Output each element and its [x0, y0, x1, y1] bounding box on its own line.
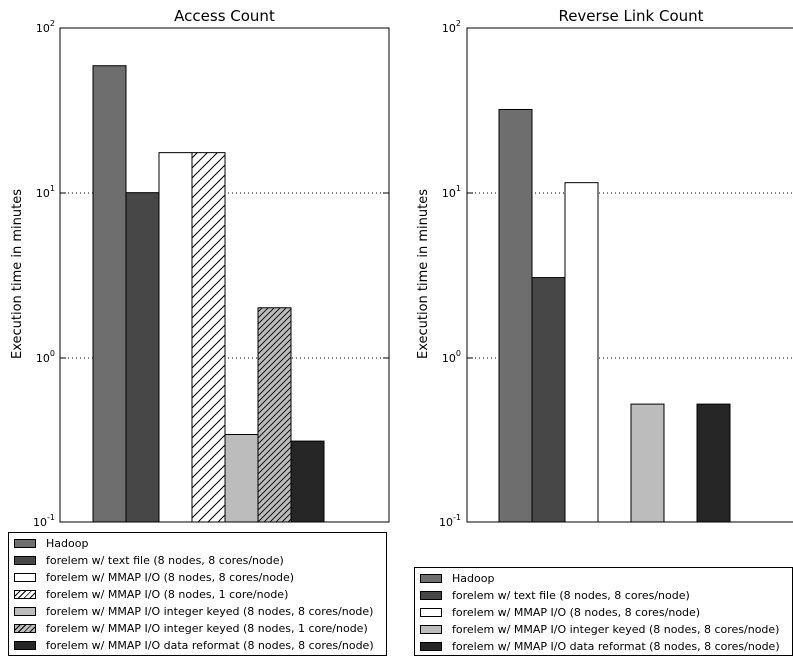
legend-item: forelem w/ MMAP I/O (8 nodes, 8 cores/no… — [14, 571, 294, 584]
legend-item: forelem w/ text file (8 nodes, 8 cores/n… — [420, 589, 690, 602]
legend-label: forelem w/ MMAP I/O integer keyed (8 nod… — [46, 622, 368, 635]
bar-int-keyed — [630, 403, 665, 523]
bar-mmap — [564, 182, 599, 523]
bars — [92, 65, 325, 523]
legend-item: forelem w/ MMAP I/O integer keyed (8 nod… — [14, 622, 368, 635]
legend-item: forelem w/ MMAP I/O (8 nodes, 1 core/nod… — [14, 588, 288, 601]
chart-reverse-link-count: Reverse Link Count Execution time in min… — [416, 7, 793, 529]
tick-label: 10-1 — [33, 513, 55, 529]
legend-swatch — [14, 539, 36, 548]
bar-hadoop — [498, 108, 533, 523]
tick-label: 101 — [442, 184, 461, 200]
legend-swatch — [420, 642, 442, 651]
legend-label: forelem w/ MMAP I/O (8 nodes, 8 cores/no… — [452, 606, 701, 619]
bar-reformat — [290, 440, 325, 523]
legend-swatch — [14, 624, 36, 633]
legend-swatch — [420, 608, 442, 617]
bar-int-keyed-1core — [257, 307, 292, 523]
legend-label: forelem w/ text file (8 nodes, 8 cores/n… — [452, 589, 690, 602]
tick-labels: 102 101 100 10-1 — [439, 19, 461, 529]
legend-label: forelem w/ MMAP I/O data reformat (8 nod… — [452, 640, 780, 653]
legend-swatch — [14, 607, 36, 616]
bar-text-file — [125, 192, 160, 523]
chart-title: Access Count — [174, 7, 275, 25]
bar-text-file — [531, 277, 566, 523]
legend-swatch — [420, 574, 442, 583]
tick-label: 100 — [442, 349, 461, 365]
bar-mmap — [158, 152, 193, 523]
legend-item: forelem w/ MMAP I/O integer keyed (8 nod… — [14, 605, 373, 618]
chart-access-count: Access Count Execution time in minutes 1… — [10, 7, 390, 529]
legend-swatch — [420, 625, 442, 634]
y-ticks — [60, 27, 389, 523]
y-ticks — [467, 27, 473, 523]
legend-swatch — [14, 573, 36, 582]
legend-label: Hadoop — [46, 537, 89, 550]
legend-item: Hadoop — [14, 537, 88, 550]
tick-label: 101 — [36, 184, 55, 200]
legend-label: forelem w/ MMAP I/O data reformat (8 nod… — [46, 639, 374, 652]
plot-frame — [59, 27, 390, 523]
tick-label: 100 — [36, 349, 55, 365]
tick-labels: 102 101 100 10-1 — [33, 19, 55, 529]
legend-swatch — [14, 590, 36, 599]
legend-label: forelem w/ MMAP I/O (8 nodes, 8 cores/no… — [46, 571, 295, 584]
bar-hadoop — [92, 65, 127, 523]
legend-item: forelem w/ MMAP I/O integer keyed (8 nod… — [420, 623, 779, 636]
legend-right: Hadoop forelem w/ text file (8 nodes, 8 c… — [414, 567, 793, 656]
chart-title: Reverse Link Count — [558, 7, 703, 25]
legend-label: Hadoop — [452, 572, 495, 585]
legend-item: forelem w/ text file (8 nodes, 8 cores/n… — [14, 554, 284, 567]
legend-item: Hadoop — [420, 572, 494, 585]
bar-mmap-1core — [191, 152, 226, 523]
legend-item: forelem w/ MMAP I/O data reformat (8 nod… — [420, 640, 780, 653]
y-axis-label: Execution time in minutes — [10, 189, 25, 359]
legend-item: forelem w/ MMAP I/O (8 nodes, 8 cores/no… — [420, 606, 700, 619]
legend-label: forelem w/ MMAP I/O integer keyed (8 nod… — [46, 605, 374, 618]
legend-label: forelem w/ MMAP I/O (8 nodes, 1 core/nod… — [46, 588, 289, 601]
legend-label: forelem w/ text file (8 nodes, 8 cores/n… — [46, 554, 284, 567]
tick-label: 102 — [36, 19, 55, 35]
plot-frame — [466, 27, 793, 523]
legend-swatch — [14, 641, 36, 650]
bar-reformat — [696, 403, 731, 523]
legend-label: forelem w/ MMAP I/O integer keyed (8 nod… — [452, 623, 780, 636]
tick-label: 10-1 — [439, 513, 461, 529]
tick-label: 102 — [442, 19, 461, 35]
bar-int-keyed — [224, 433, 259, 523]
legend-swatch — [14, 556, 36, 565]
bars — [498, 108, 731, 523]
legend-left: Hadoop forelem w/ text file (8 nodes, 8 c… — [8, 532, 387, 656]
y-axis-label: Execution time in minutes — [416, 189, 431, 359]
legend-item: forelem w/ MMAP I/O data reformat (8 nod… — [14, 639, 374, 652]
legend-swatch — [420, 591, 442, 600]
